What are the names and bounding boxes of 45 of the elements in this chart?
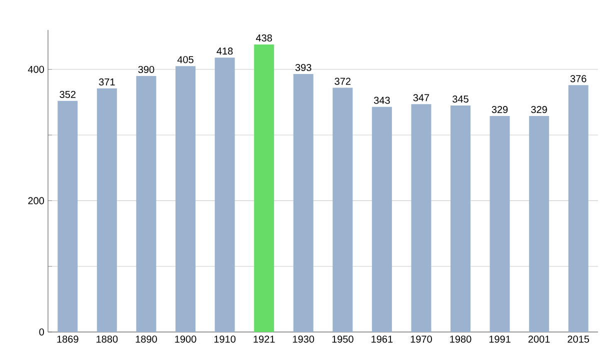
bar xyxy=(490,116,510,332)
y-tick-label: 400 xyxy=(28,66,44,73)
bar xyxy=(372,106,392,332)
bar xyxy=(293,74,314,332)
bar xyxy=(529,116,550,332)
data-label: 347 xyxy=(413,94,430,102)
data-label: 393 xyxy=(295,64,312,72)
data-label: 438 xyxy=(256,34,272,42)
x-tick-label: 1950 xyxy=(332,336,354,343)
bar xyxy=(136,76,156,332)
y-tick-label: 0 xyxy=(39,328,44,336)
data-label: 372 xyxy=(334,78,350,85)
bar xyxy=(450,106,471,332)
data-label: 371 xyxy=(98,78,115,86)
x-tick-label: 2015 xyxy=(568,336,590,343)
x-tick-label: 1980 xyxy=(450,336,472,343)
x-tick-label: 1890 xyxy=(136,336,157,343)
bar xyxy=(411,104,432,332)
data-label: 390 xyxy=(138,66,154,74)
x-tick-label: 1991 xyxy=(489,336,510,343)
bar xyxy=(568,85,588,332)
bar xyxy=(214,58,235,332)
x-tick-label: 1970 xyxy=(410,336,432,343)
data-label: 352 xyxy=(60,90,76,98)
bar xyxy=(332,88,353,332)
y-tick-label: 200 xyxy=(28,197,44,204)
data-label: 329 xyxy=(492,106,508,114)
x-tick-label: 1869 xyxy=(57,336,78,343)
data-label: 376 xyxy=(570,75,586,82)
x-tick-label: 2001 xyxy=(528,336,550,343)
x-tick-label: 1961 xyxy=(372,336,393,343)
x-tick-label: 1910 xyxy=(214,336,236,343)
data-label: 405 xyxy=(177,56,194,64)
x-tick-label: 1900 xyxy=(175,336,196,343)
x-tick-label: 1930 xyxy=(292,336,314,343)
data-label: 329 xyxy=(531,106,547,114)
data-label: 343 xyxy=(374,96,390,104)
bar xyxy=(176,66,196,332)
bar xyxy=(58,100,78,332)
x-tick-label: 1921 xyxy=(254,336,275,343)
x-tick-label: 1880 xyxy=(96,336,118,343)
data-label: 418 xyxy=(216,48,233,55)
bar xyxy=(96,88,117,332)
data-label: 345 xyxy=(452,95,468,103)
bar xyxy=(254,44,274,332)
